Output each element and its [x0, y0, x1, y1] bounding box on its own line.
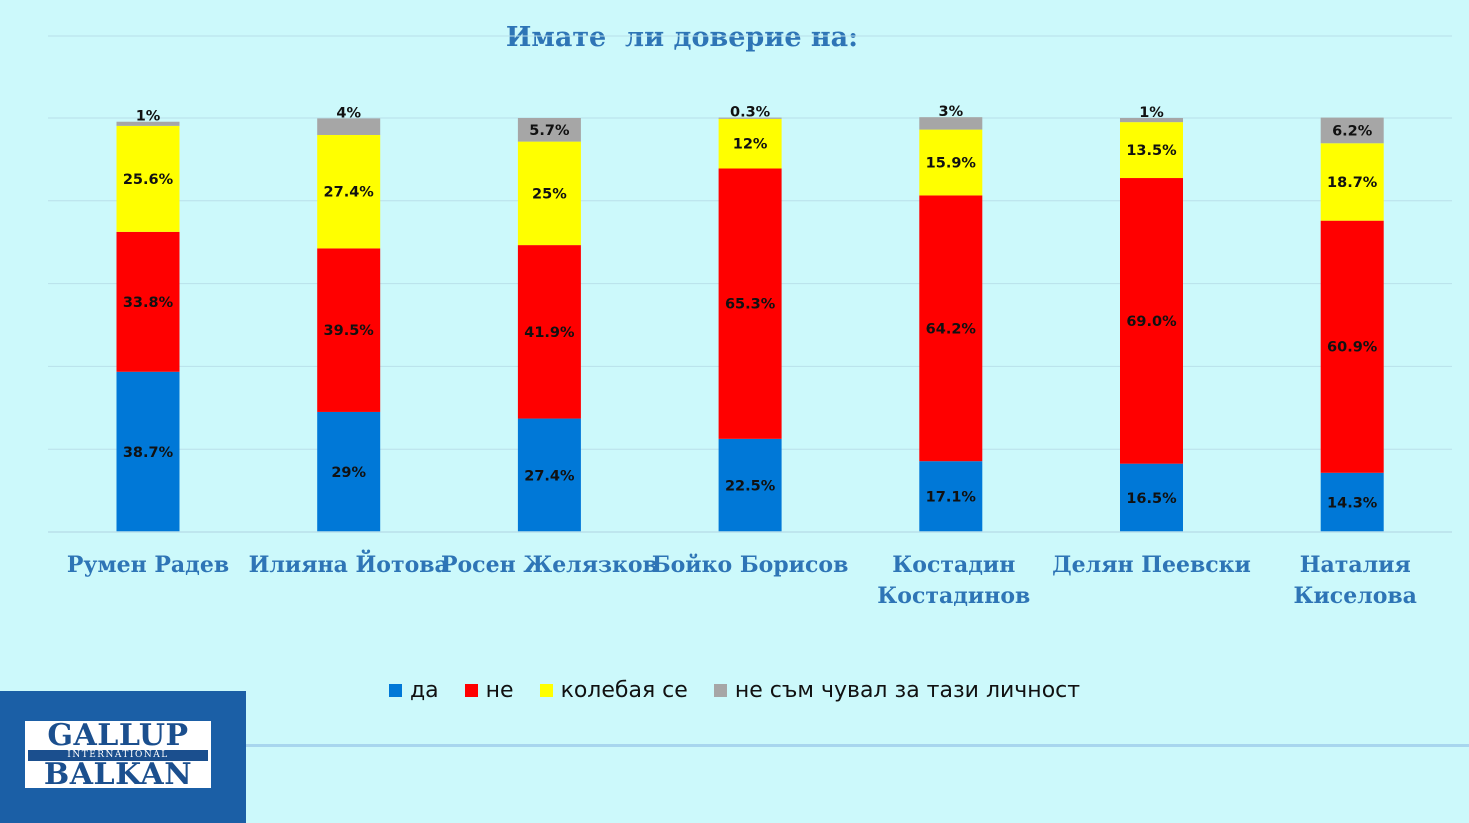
data-label: 17.1%: [926, 490, 977, 506]
gallup-logo: GALLUP INTERNATIONAL BALKAN: [0, 691, 246, 823]
category-label: Бойко Борисов: [652, 552, 849, 578]
data-label: 18.7%: [1327, 175, 1378, 191]
legend-label: не съм чувал за тази личност: [734, 678, 1081, 703]
logo-text-bottom: BALKAN: [43, 757, 193, 792]
bar-segment: [718, 118, 782, 169]
bar-segment: [116, 231, 180, 372]
data-label: 60.9%: [1327, 340, 1378, 356]
legend-item: не съм чувал за тази личност: [713, 678, 1081, 703]
logo-text-middle: INTERNATIONAL: [28, 750, 208, 761]
data-label: 25.6%: [123, 172, 174, 188]
category-label: Костадин: [892, 552, 1015, 578]
category-label: Росен Желязков: [441, 552, 658, 578]
bar-segment: [517, 141, 581, 246]
data-label: 1%: [136, 109, 161, 125]
legend-label: да: [409, 678, 439, 703]
data-label: 4%: [336, 105, 361, 121]
data-label: 1%: [1139, 105, 1164, 121]
legend-item: да: [388, 678, 439, 703]
bar-segment: [317, 248, 381, 412]
category-label: Костадинов: [877, 583, 1030, 609]
legend-item: колебая се: [539, 678, 688, 703]
bar-segment: [919, 195, 983, 462]
data-label: 69.0%: [1126, 314, 1177, 330]
category-label: Делян Пеевски: [1052, 552, 1251, 578]
legend-swatch: [713, 684, 727, 697]
logo-plate: GALLUP INTERNATIONAL BALKAN: [25, 718, 211, 792]
data-label: 13.5%: [1126, 143, 1177, 159]
bar-segment: [1120, 463, 1183, 532]
data-label: 16.5%: [1126, 491, 1177, 507]
data-label: 5.7%: [529, 123, 570, 139]
data-label: 12%: [733, 137, 768, 153]
logo-text-top: GALLUP: [47, 718, 189, 753]
bar-segment: [517, 245, 581, 419]
data-label: 38.7%: [123, 445, 174, 461]
bar-segment: [317, 118, 381, 135]
data-label: 29%: [331, 465, 366, 481]
bar-segment: [517, 418, 581, 532]
bar-segment: [1320, 220, 1384, 473]
footer-divider: [246, 744, 1469, 747]
bar-segment: [517, 118, 581, 142]
data-label: 27.4%: [524, 468, 575, 484]
data-label: 27.4%: [324, 185, 375, 201]
bar-segment: [718, 117, 782, 119]
data-label: 64.2%: [926, 321, 977, 337]
bar-segment: [919, 129, 983, 196]
data-label: 3%: [938, 104, 963, 120]
bar-segment: [1120, 178, 1183, 464]
category-label: Наталия: [1300, 552, 1411, 578]
bar-segment: [1320, 117, 1384, 144]
data-label: 14.3%: [1327, 495, 1378, 511]
bar-segment: [116, 121, 180, 126]
data-label: 0.3%: [730, 105, 771, 121]
legend-swatch: [388, 684, 402, 697]
category-label: Румен Радев: [67, 552, 229, 578]
data-label: 6.2%: [1332, 123, 1373, 139]
chart-title: Имате ли доверие на:: [505, 22, 859, 53]
legend-swatch: [464, 684, 478, 697]
data-label: 25%: [532, 186, 567, 202]
bar-segment: [1320, 472, 1384, 532]
legend-swatch: [539, 684, 553, 697]
bar-segment: [116, 125, 180, 232]
bar-segment: [1120, 118, 1183, 123]
data-label: 39.5%: [324, 323, 375, 339]
bar-segment: [317, 134, 381, 249]
legend-label: колебая се: [560, 678, 688, 703]
bar-segment: [317, 411, 381, 532]
data-label: 33.8%: [123, 295, 174, 311]
data-label: 65.3%: [725, 297, 776, 313]
legend-item: не: [464, 678, 514, 703]
legend: да не колебая се не съм чувал за тази лично…: [0, 678, 1469, 703]
bar-segment: [116, 371, 180, 532]
bar-segment: [1320, 143, 1384, 221]
bar-segment: [919, 117, 983, 130]
category-label: Илияна Йотова: [249, 549, 449, 578]
legend-label: не: [485, 678, 514, 703]
data-label: 41.9%: [524, 325, 575, 341]
category-label: Киселова: [1293, 583, 1416, 609]
bar-segment: [1120, 122, 1183, 179]
bar-segment: [718, 438, 782, 532]
bar-segment: [919, 461, 983, 532]
data-label: 22.5%: [725, 478, 776, 494]
bar-segment: [718, 168, 782, 439]
data-label: 15.9%: [926, 156, 977, 172]
